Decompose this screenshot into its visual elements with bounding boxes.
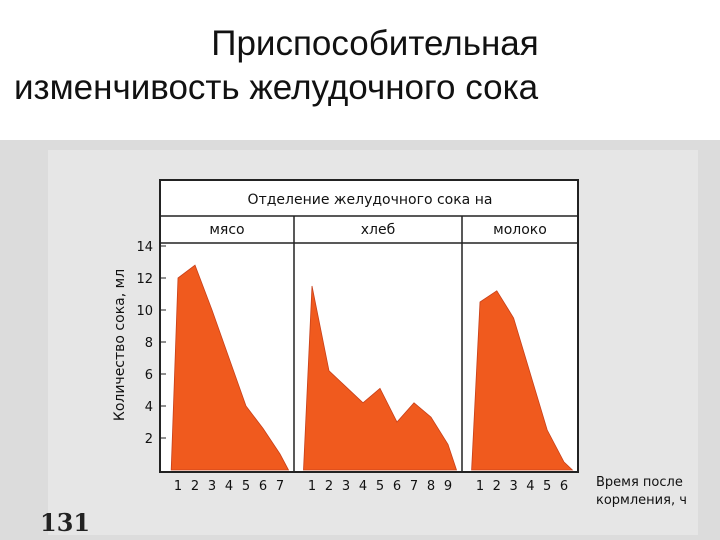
- panel-1: мясо 1 2 3 4 5 6 7: [170, 222, 290, 494]
- panel-label: молоко: [493, 222, 547, 238]
- x-tick-label: 3: [342, 479, 350, 494]
- x-tick-label: 3: [509, 479, 517, 494]
- x-tick-label: 3: [208, 479, 216, 494]
- panel-3: молоко 1 2 3 4 5 6: [461, 216, 574, 494]
- x-tick-label: 2: [493, 479, 501, 494]
- x-tick-label: 7: [410, 479, 418, 494]
- y-tick-label: 10: [136, 304, 153, 319]
- panel-2: хлеб 1 2 3 4 5 6 7 8 9: [293, 216, 458, 494]
- slide-title-line-2: изменчивость желудочного сока: [14, 68, 539, 107]
- x-tick-label: 4: [359, 479, 367, 494]
- x-tick-label: 2: [191, 479, 199, 494]
- y-tick-label: 2: [145, 432, 153, 447]
- juice-area-2: [303, 285, 458, 471]
- x-tick-label: 6: [560, 479, 568, 494]
- x-tick-label: 6: [393, 479, 401, 494]
- slide-title: Приспособительная изменчивость желудочно…: [0, 22, 720, 110]
- y-tick-label: 12: [136, 272, 153, 287]
- chart-title: Отделение желудочного сока на: [248, 192, 493, 208]
- x-tick-label: 4: [225, 479, 233, 494]
- y-tick-label: 4: [145, 400, 153, 415]
- panel-label: хлеб: [361, 222, 395, 238]
- y-axis-ticks: 2 4 6 8 10 12 14: [136, 240, 166, 447]
- x-axis-label-line-2: кормления, ч: [596, 493, 687, 508]
- x-tick-label: 1: [476, 479, 484, 494]
- x-tick-label: 5: [376, 479, 384, 494]
- juice-area-3: [471, 290, 574, 471]
- x-tick-label: 2: [325, 479, 333, 494]
- x-axis-label-line-1: Время после: [596, 475, 683, 490]
- x-tick-label: 1: [308, 479, 316, 494]
- x-tick-label: 5: [543, 479, 551, 494]
- y-axis-label: Количество сока, мл: [112, 269, 128, 421]
- slide-title-line-1: Приспособительная: [211, 24, 539, 63]
- x-tick-label: 4: [526, 479, 534, 494]
- x-tick-label: 5: [242, 479, 250, 494]
- x-tick-label: 7: [276, 479, 284, 494]
- y-tick-label: 8: [145, 336, 153, 351]
- x-tick-label: 6: [259, 479, 267, 494]
- y-tick-label: 6: [145, 368, 153, 383]
- juice-area-1: [170, 264, 290, 471]
- panel-label: мясо: [209, 222, 244, 238]
- x-tick-label: 9: [444, 479, 452, 494]
- x-tick-label: 8: [427, 479, 435, 494]
- page-number: 131: [40, 508, 91, 537]
- x-tick-label: 1: [174, 479, 182, 494]
- y-tick-label: 14: [136, 240, 153, 255]
